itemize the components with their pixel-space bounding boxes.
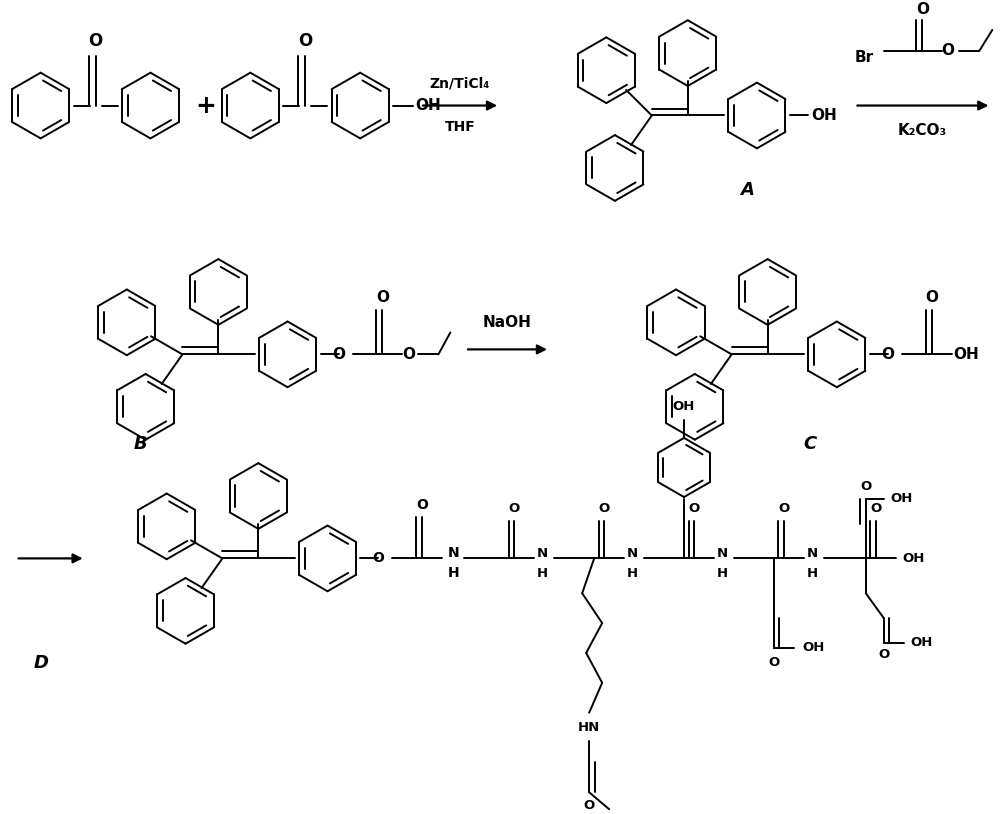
Text: A: A: [740, 182, 754, 199]
Text: OH: OH: [811, 108, 837, 123]
Text: C: C: [803, 435, 816, 453]
Text: O: O: [916, 2, 929, 17]
Text: OH: OH: [415, 98, 441, 113]
Text: O: O: [332, 347, 345, 362]
Text: O: O: [402, 347, 415, 362]
Text: O: O: [860, 480, 871, 493]
Text: O: O: [298, 32, 312, 50]
Text: H: H: [537, 567, 548, 580]
Text: O: O: [688, 502, 700, 515]
Text: Br: Br: [855, 50, 874, 65]
Text: O: O: [941, 43, 954, 59]
Text: H: H: [447, 567, 459, 580]
Text: Zn/TiCl₄: Zn/TiCl₄: [430, 77, 490, 90]
Text: O: O: [509, 502, 520, 515]
Text: O: O: [88, 32, 103, 50]
Text: THF: THF: [445, 120, 475, 134]
Text: OH: OH: [911, 637, 933, 650]
Text: N: N: [717, 547, 728, 560]
Text: O: O: [870, 502, 881, 515]
Text: OH: OH: [891, 492, 913, 505]
Text: H: H: [717, 567, 728, 580]
Text: N: N: [807, 547, 818, 560]
Text: O: O: [778, 502, 790, 515]
Text: OH: OH: [802, 641, 824, 654]
Text: OH: OH: [673, 400, 695, 413]
Text: OH: OH: [903, 552, 925, 565]
Text: NaOH: NaOH: [483, 315, 531, 330]
Text: K₂CO₃: K₂CO₃: [898, 123, 947, 138]
Text: O: O: [373, 551, 384, 566]
Text: O: O: [584, 799, 595, 812]
Text: O: O: [599, 502, 610, 515]
Text: O: O: [881, 347, 894, 362]
Text: O: O: [376, 290, 389, 305]
Text: +: +: [195, 94, 216, 117]
Text: H: H: [627, 567, 638, 580]
Text: H: H: [807, 567, 818, 580]
Text: O: O: [925, 290, 938, 305]
Text: B: B: [134, 435, 147, 453]
Text: O: O: [416, 497, 428, 512]
Text: OH: OH: [954, 347, 979, 362]
Text: N: N: [537, 547, 548, 560]
Text: D: D: [33, 654, 48, 672]
Text: O: O: [878, 649, 889, 662]
Text: HN: HN: [578, 721, 600, 734]
Text: N: N: [447, 546, 459, 560]
Text: O: O: [768, 656, 780, 669]
Text: N: N: [627, 547, 638, 560]
